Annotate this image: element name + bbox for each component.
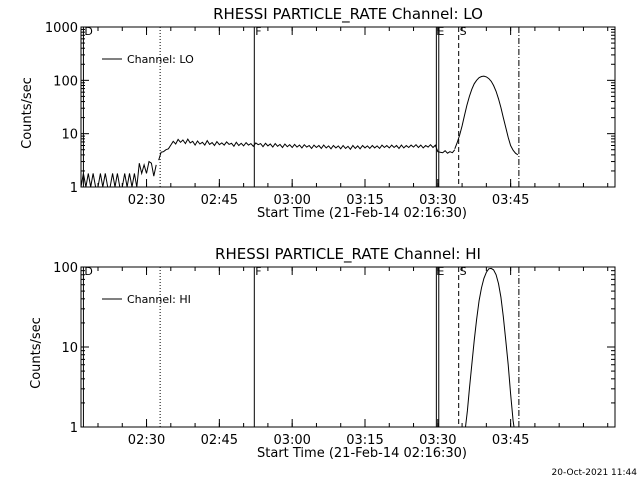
x-tick-label: 03:00 [273, 433, 310, 448]
y-tick-label: 10 [61, 341, 78, 356]
chart-panel-hi: RHESSI PARTICLE_RATE Channel: HI 02:30 02:… [29, 245, 616, 461]
y-tick-label: 100 [53, 74, 78, 89]
y-tick-label: 10 [61, 128, 78, 143]
event-marker-label: E [437, 25, 444, 38]
x-tick-label: 03:45 [492, 433, 529, 448]
plot-frame [80, 26, 616, 188]
x-tick-label: 02:45 [201, 193, 238, 208]
x-axis-label: Start Time (21-Feb-14 02:16:30) [257, 206, 467, 221]
event-marker-label: F [255, 265, 261, 278]
y-tick-label: 1 [70, 181, 78, 196]
x-tick-label: 03:45 [492, 193, 529, 208]
y-tick-label: 100 [53, 261, 78, 276]
x-tick-label: 03:30 [419, 433, 456, 448]
series-line [465, 267, 515, 427]
legend-label: Channel: HI [127, 293, 191, 306]
chart-title: RHESSI PARTICLE_RATE Channel: LO [213, 5, 483, 24]
x-tick-label: 03:30 [419, 193, 456, 208]
chart-title: RHESSI PARTICLE_RATE Channel: HI [215, 245, 481, 264]
event-marker-label: E [437, 265, 444, 278]
series-line [158, 138, 456, 161]
x-axis-label: Start Time (21-Feb-14 02:16:30) [257, 446, 467, 461]
x-tick-label: 02:45 [201, 433, 238, 448]
y-tick-label: 1000 [45, 21, 78, 36]
legend-label: Channel: LO [127, 53, 194, 66]
x-tick-label: 02:30 [128, 193, 165, 208]
event-marker-label: D [84, 265, 92, 278]
x-tick-label: 02:30 [128, 433, 165, 448]
event-marker-label: F [255, 25, 261, 38]
chart-panel-lo: RHESSI PARTICLE_RATE Channel: LO 02:30 02:… [20, 5, 616, 221]
x-tick-label: 03:00 [273, 193, 310, 208]
plot-frame [80, 266, 616, 428]
x-tick-label: 03:15 [346, 193, 383, 208]
x-tick-label: 03:15 [346, 433, 383, 448]
event-marker-label: S [460, 265, 467, 278]
event-marker-label: D [84, 25, 92, 38]
series-line [81, 160, 157, 187]
footer-timestamp: 20-Oct-2021 11:44 [552, 468, 638, 478]
y-tick-label: 1 [70, 421, 78, 436]
event-marker-label: S [460, 25, 467, 38]
y-axis-label: Counts/sec [20, 77, 35, 149]
y-axis-label: Counts/sec [29, 317, 44, 389]
series-line [454, 75, 519, 156]
